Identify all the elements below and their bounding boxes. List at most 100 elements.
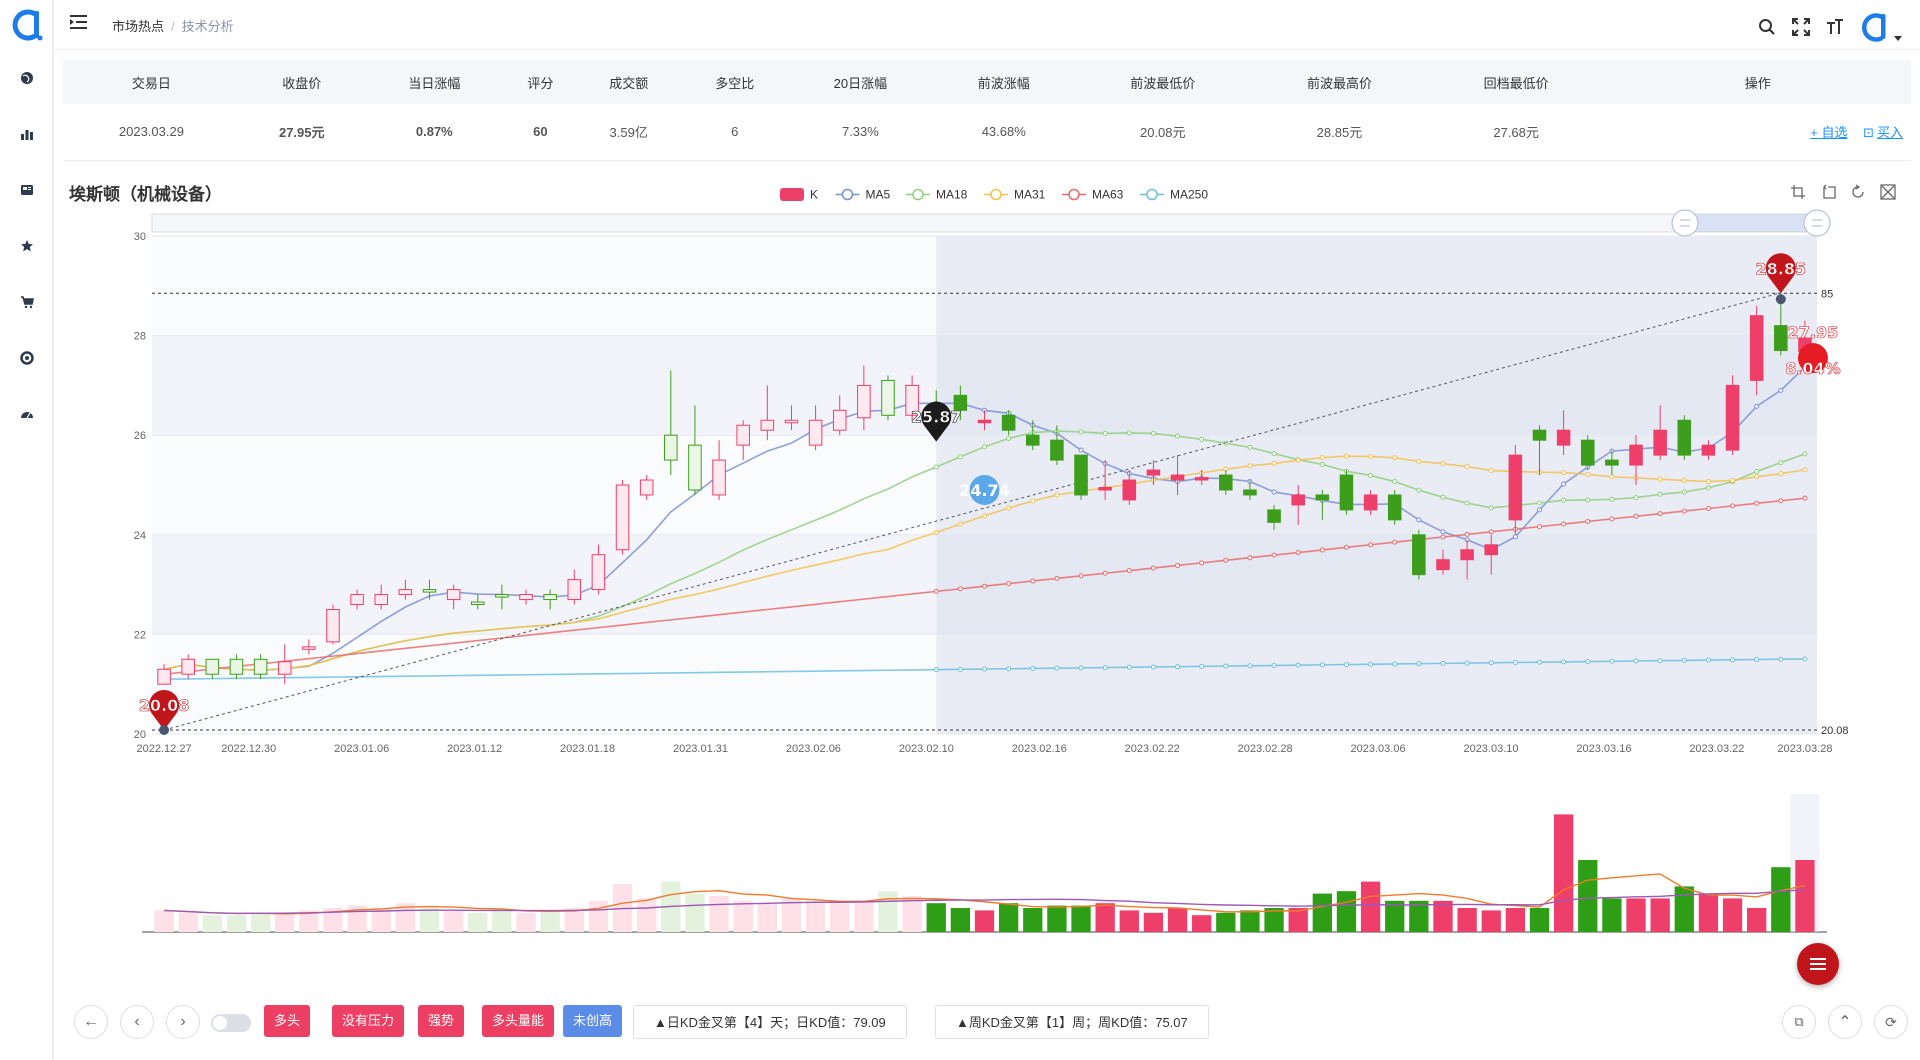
candle-body[interactable] [808, 419, 823, 446]
globe-icon[interactable] [17, 68, 37, 88]
volume-bar[interactable] [830, 903, 850, 932]
candle-body[interactable] [1122, 479, 1137, 501]
volume-bar[interactable] [805, 900, 826, 932]
candle-body[interactable] [398, 589, 413, 596]
font-size-icon[interactable] [1824, 16, 1846, 38]
candle-body[interactable] [760, 419, 775, 431]
volume-bar[interactable] [1312, 893, 1332, 932]
volume-bar[interactable] [1288, 908, 1308, 932]
fullscreen-icon[interactable] [1790, 16, 1812, 38]
cart-icon[interactable] [17, 292, 37, 312]
volume-bar[interactable] [1047, 905, 1067, 932]
candle-body[interactable] [1291, 494, 1305, 506]
candle-body[interactable] [1412, 534, 1426, 576]
volume-bar[interactable] [1698, 893, 1719, 932]
candle-body[interactable] [1098, 486, 1112, 491]
volume-bar[interactable] [685, 893, 705, 932]
volume-bar[interactable] [1650, 898, 1670, 932]
legend-label[interactable]: MA18 [936, 188, 968, 202]
prev-button[interactable]: ‹ [120, 1005, 154, 1039]
volume-bar[interactable] [1433, 900, 1453, 932]
volume-bar[interactable] [1192, 915, 1212, 932]
volume-bar[interactable] [1409, 900, 1429, 932]
candle-body[interactable] [253, 658, 268, 675]
volume-bar[interactable] [709, 896, 729, 932]
volume-bar[interactable] [757, 903, 777, 932]
tag-strong[interactable]: 强势 [418, 1005, 465, 1037]
tag-no-pressure[interactable]: 没有压力 [332, 1005, 405, 1037]
legend-swatch-dot[interactable] [841, 188, 854, 201]
kline-chart[interactable]: 30 28 26 24 22 20 2022.12.27 2022.12.30 2023.01.… [0, 0, 1920, 1000]
star-icon[interactable] [17, 236, 37, 256]
legend-label[interactable]: MA5 [866, 188, 891, 202]
volume-bar[interactable] [781, 898, 802, 932]
volume-bar[interactable] [926, 903, 946, 932]
candle-body[interactable] [1219, 474, 1233, 491]
candle-body[interactable] [374, 594, 389, 606]
candle-body[interactable] [1484, 544, 1499, 556]
candle-body[interactable] [688, 444, 702, 491]
volume-bar[interactable] [468, 912, 488, 932]
candle-body[interactable] [470, 601, 485, 606]
volume-bar[interactable] [1771, 867, 1791, 932]
candle-body[interactable] [1725, 384, 1740, 451]
tag-bullish-volume[interactable]: 多头量能 [482, 1005, 555, 1037]
user-avatar[interactable] [1858, 10, 1892, 44]
legend-swatch-dot[interactable] [1068, 188, 1080, 201]
restore-icon[interactable] [1850, 184, 1866, 200]
legend-swatch-dot[interactable] [912, 188, 924, 201]
candle-body[interactable] [1436, 559, 1450, 571]
volume-bar[interactable] [1481, 910, 1501, 932]
volume-bar[interactable] [974, 910, 995, 932]
candle-body[interactable] [736, 424, 750, 446]
tag-bullish[interactable]: 多头 [264, 1005, 311, 1037]
volume-bar[interactable] [299, 910, 319, 932]
candle-body[interactable] [446, 589, 461, 601]
buy-link[interactable]: ⊡ 买入 [1863, 125, 1903, 140]
back-button[interactable]: ← [74, 1005, 108, 1039]
candle-body[interactable] [1460, 549, 1474, 561]
volume-bar[interactable] [202, 915, 222, 932]
menu-fold-icon[interactable] [70, 14, 90, 34]
volume-bar[interactable] [1529, 908, 1550, 932]
candle-body[interactable] [181, 658, 195, 675]
candle-body[interactable] [1243, 489, 1257, 496]
volume-bar[interactable] [250, 912, 271, 932]
candle-body[interactable] [953, 394, 968, 411]
candle-body[interactable] [664, 434, 678, 461]
volume-bar[interactable] [1457, 908, 1477, 932]
candle-body[interactable] [543, 594, 557, 601]
zoom-select-icon[interactable] [1790, 184, 1806, 200]
volume-bar[interactable] [1071, 905, 1091, 932]
volume-bar[interactable] [516, 912, 536, 932]
candle-body[interactable] [1170, 474, 1185, 481]
candle-body[interactable] [350, 594, 364, 606]
volume-bar[interactable] [1167, 908, 1188, 932]
candle-body[interactable] [1629, 444, 1643, 466]
datazoom-handle[interactable] [1803, 209, 1831, 237]
candle-body[interactable] [1194, 477, 1209, 481]
candle-body[interactable] [905, 384, 919, 416]
candle-body[interactable] [1749, 315, 1764, 381]
volume-bar[interactable] [1360, 881, 1381, 932]
candle-body[interactable] [977, 419, 992, 424]
zoom-reset-icon[interactable] [1820, 184, 1836, 200]
candle-body[interactable] [615, 484, 630, 551]
volume-bar[interactable] [1674, 886, 1694, 932]
next-button[interactable]: › [166, 1005, 200, 1039]
volume-bar[interactable] [564, 908, 584, 932]
volume-bar[interactable] [323, 908, 343, 932]
candle-body[interactable] [1556, 429, 1571, 446]
candle-body[interactable] [1677, 419, 1692, 456]
volume-bar[interactable] [1023, 908, 1043, 932]
volume-bar[interactable] [154, 910, 174, 932]
news-icon[interactable] [17, 180, 37, 200]
candle-body[interactable] [519, 594, 533, 601]
volume-bar[interactable] [588, 900, 609, 932]
bar-chart-icon[interactable] [17, 124, 37, 144]
volume-bar[interactable] [1722, 898, 1743, 932]
dashboard-icon[interactable] [17, 404, 37, 424]
volume-bar[interactable] [950, 908, 971, 932]
candle-body[interactable] [1146, 469, 1161, 476]
candle-body[interactable] [1339, 474, 1354, 511]
